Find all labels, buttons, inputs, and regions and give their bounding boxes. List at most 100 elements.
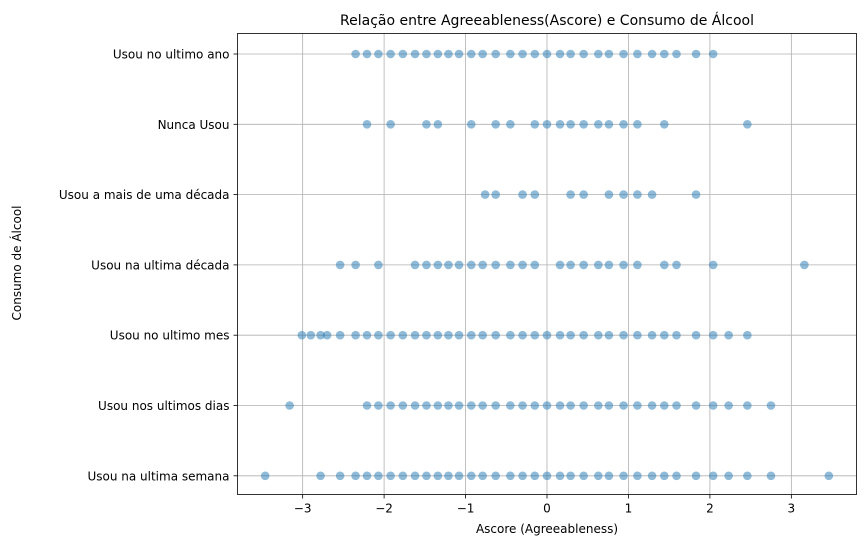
data-point [518, 330, 527, 340]
data-point [566, 401, 575, 410]
data-point [491, 401, 500, 410]
data-point [743, 471, 752, 481]
data-point [491, 471, 500, 481]
data-point [422, 260, 431, 270]
data-point [322, 330, 332, 340]
x-tick-label: 2 [706, 502, 714, 516]
data-point [691, 49, 701, 59]
data-point [506, 401, 515, 410]
data-point [555, 260, 565, 270]
data-point [579, 260, 588, 270]
data-point [506, 471, 515, 481]
data-point [672, 401, 681, 410]
data-point [444, 471, 453, 481]
data-point [518, 401, 527, 410]
data-point [594, 120, 603, 129]
data-point [454, 330, 464, 340]
data-point [422, 401, 431, 410]
x-tick-label: 0 [543, 502, 551, 516]
data-point [647, 401, 657, 410]
data-point [433, 260, 443, 270]
data-point [566, 260, 575, 270]
data-point [398, 330, 408, 340]
data-point [444, 49, 453, 59]
data-point [466, 401, 476, 410]
data-point [619, 330, 628, 340]
data-point [351, 49, 360, 59]
data-point [410, 49, 420, 59]
data-point [306, 330, 316, 340]
data-point [285, 401, 294, 410]
data-point [604, 330, 614, 340]
data-point [724, 401, 733, 410]
data-point [506, 49, 515, 59]
data-point [530, 401, 540, 410]
data-point [518, 190, 527, 199]
data-point [619, 471, 628, 481]
data-point [604, 260, 614, 270]
x-tick-label: −1 [457, 502, 475, 516]
data-point [374, 260, 383, 270]
data-point [351, 260, 360, 270]
data-point [506, 330, 515, 340]
data-point [691, 401, 701, 410]
data-point [386, 330, 395, 340]
data-point [659, 49, 669, 59]
data-point [362, 49, 372, 59]
data-point [335, 330, 345, 340]
data-point [743, 120, 752, 129]
data-point [633, 190, 642, 199]
data-point [691, 471, 701, 481]
data-point [433, 471, 443, 481]
data-point [454, 471, 464, 481]
data-point [659, 401, 669, 410]
data-point [619, 49, 628, 59]
y-tick-label: Usou no ultimo ano [113, 48, 230, 62]
y-tick-label: Usou a mais de uma década [59, 188, 230, 202]
data-point [374, 401, 383, 410]
data-point [410, 260, 420, 270]
data-point [579, 120, 588, 129]
data-point [672, 330, 681, 340]
data-point [518, 471, 527, 481]
data-point [579, 401, 588, 410]
data-point [743, 401, 752, 410]
data-point [672, 49, 681, 59]
data-point [530, 260, 540, 270]
data-point [633, 471, 642, 481]
data-points [260, 49, 834, 481]
data-point [362, 471, 372, 481]
x-axis-label: Ascore (Agreeableness) [476, 522, 618, 536]
data-point [555, 401, 565, 410]
data-point [518, 260, 527, 270]
data-point [478, 49, 487, 59]
x-axis-ticks: −3 −2 −1 0 1 2 3 [294, 494, 795, 516]
data-point [542, 330, 552, 340]
data-point [594, 49, 603, 59]
data-point [506, 260, 515, 270]
data-point [766, 401, 776, 410]
data-point [491, 190, 500, 199]
data-point [708, 49, 718, 59]
data-point [466, 49, 476, 59]
data-point [542, 401, 552, 410]
data-point [351, 330, 360, 340]
data-point [633, 49, 642, 59]
data-point [422, 49, 431, 59]
data-point [454, 260, 464, 270]
data-point [579, 471, 588, 481]
data-point [386, 49, 395, 59]
data-point [566, 330, 575, 340]
data-point [594, 330, 603, 340]
data-point [410, 471, 420, 481]
data-point [633, 330, 642, 340]
data-point [491, 260, 500, 270]
y-tick-label: Usou na ultima semana [87, 469, 229, 483]
data-point [530, 190, 540, 199]
data-point [542, 49, 552, 59]
x-tick-label: −3 [294, 502, 312, 516]
data-point [316, 471, 325, 481]
data-point [362, 330, 372, 340]
data-point [491, 49, 500, 59]
chart-title: Relação entre Agreeableness(Ascore) e Co… [340, 12, 754, 29]
